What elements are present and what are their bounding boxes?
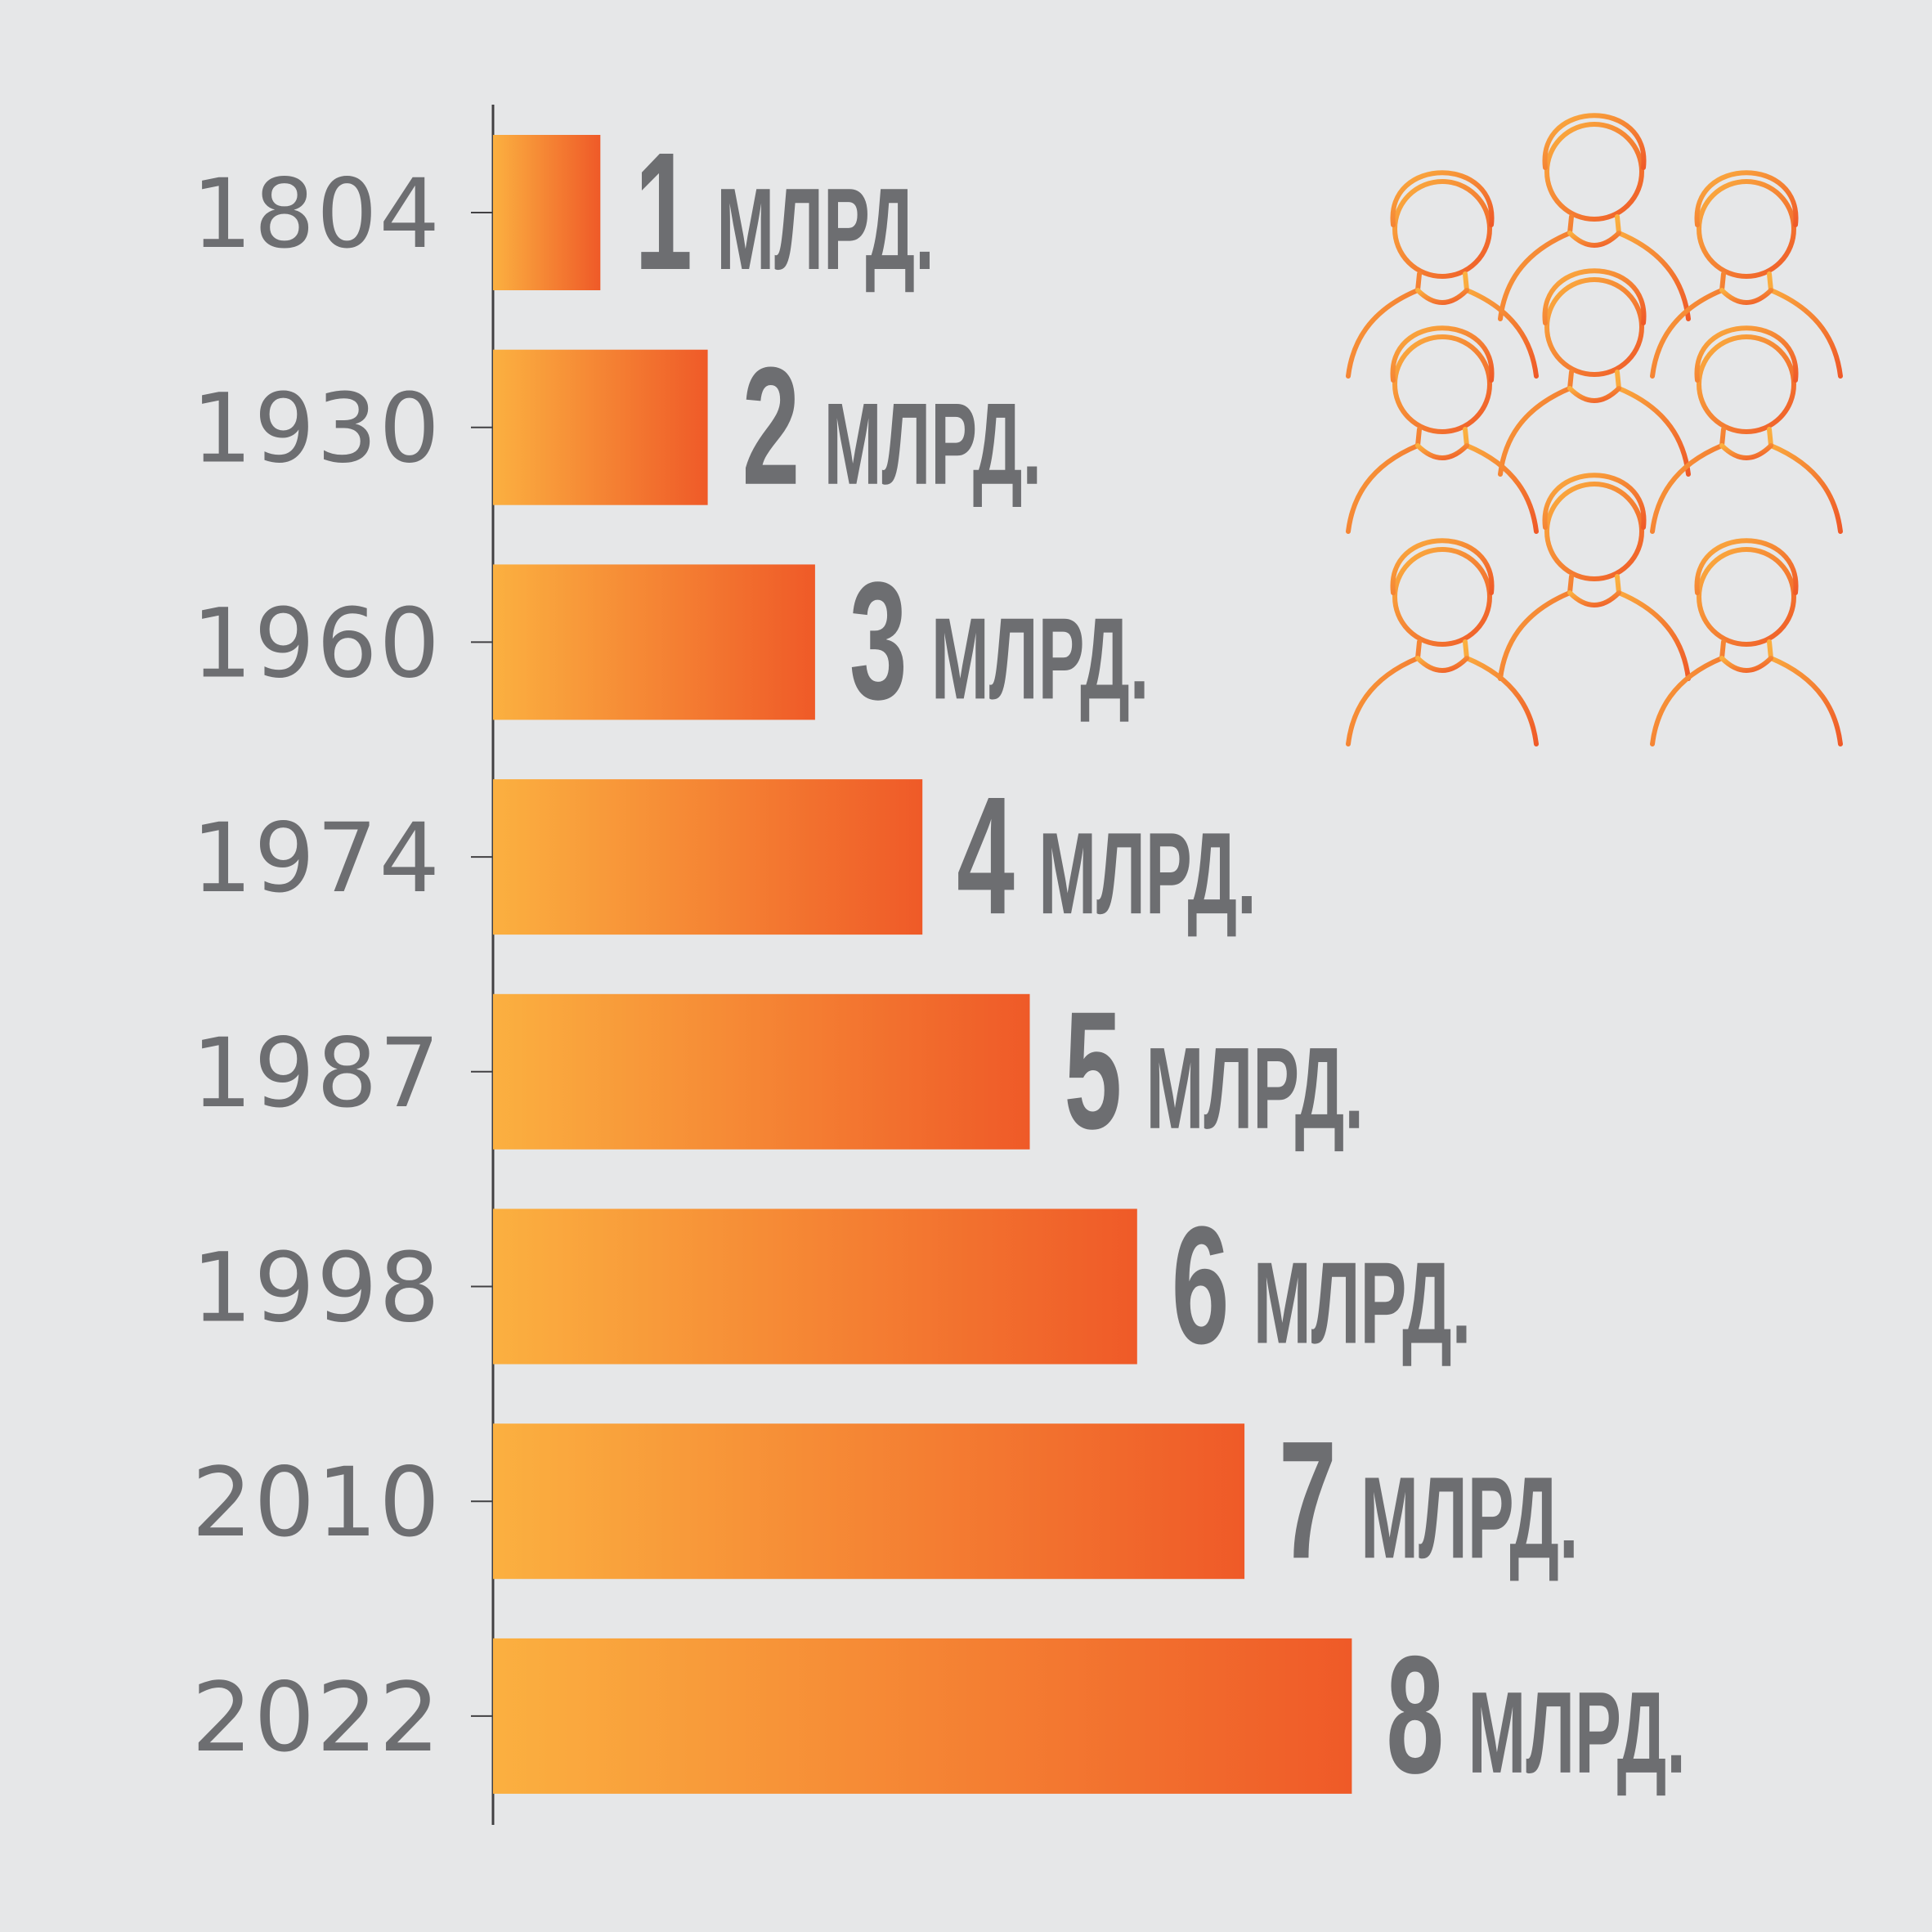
bar [493, 1208, 1137, 1365]
value-number: 1 [634, 119, 693, 305]
value-unit: МЛРД. [1038, 809, 1257, 939]
value-unit: МЛРД. [931, 594, 1150, 724]
value-number: 5 [1065, 978, 1123, 1164]
value-unit: МЛРД. [1146, 1023, 1365, 1153]
value-number: 6 [1172, 1193, 1230, 1379]
value-unit: МЛРД. [1253, 1238, 1472, 1368]
value-number: 3 [849, 549, 908, 735]
value-unit: МЛРД. [824, 379, 1042, 509]
value-unit: МЛРД. [1360, 1453, 1579, 1583]
value-number: 8 [1386, 1622, 1444, 1809]
bar [493, 349, 708, 505]
bar [493, 779, 923, 935]
bar [493, 135, 601, 290]
year-label: 2010 [191, 1446, 442, 1558]
people-crowd-icon [1346, 113, 1843, 746]
bar [493, 993, 1030, 1150]
year-label: 1804 [191, 158, 442, 270]
year-label: 1960 [191, 587, 442, 699]
bar [493, 564, 815, 720]
bar [493, 1423, 1245, 1580]
year-label: 2022 [191, 1661, 442, 1773]
year-label: 1998 [191, 1232, 442, 1344]
year-label: 1974 [191, 802, 442, 914]
value-number: 4 [957, 763, 1015, 949]
year-label: 1930 [191, 373, 442, 485]
bar [493, 1638, 1352, 1794]
value-unit: МЛРД. [1468, 1667, 1686, 1797]
year-label: 1987 [191, 1017, 442, 1129]
value-number: 7 [1279, 1407, 1337, 1594]
value-unit: МЛРД. [716, 164, 935, 294]
value-number: 2 [742, 334, 800, 520]
